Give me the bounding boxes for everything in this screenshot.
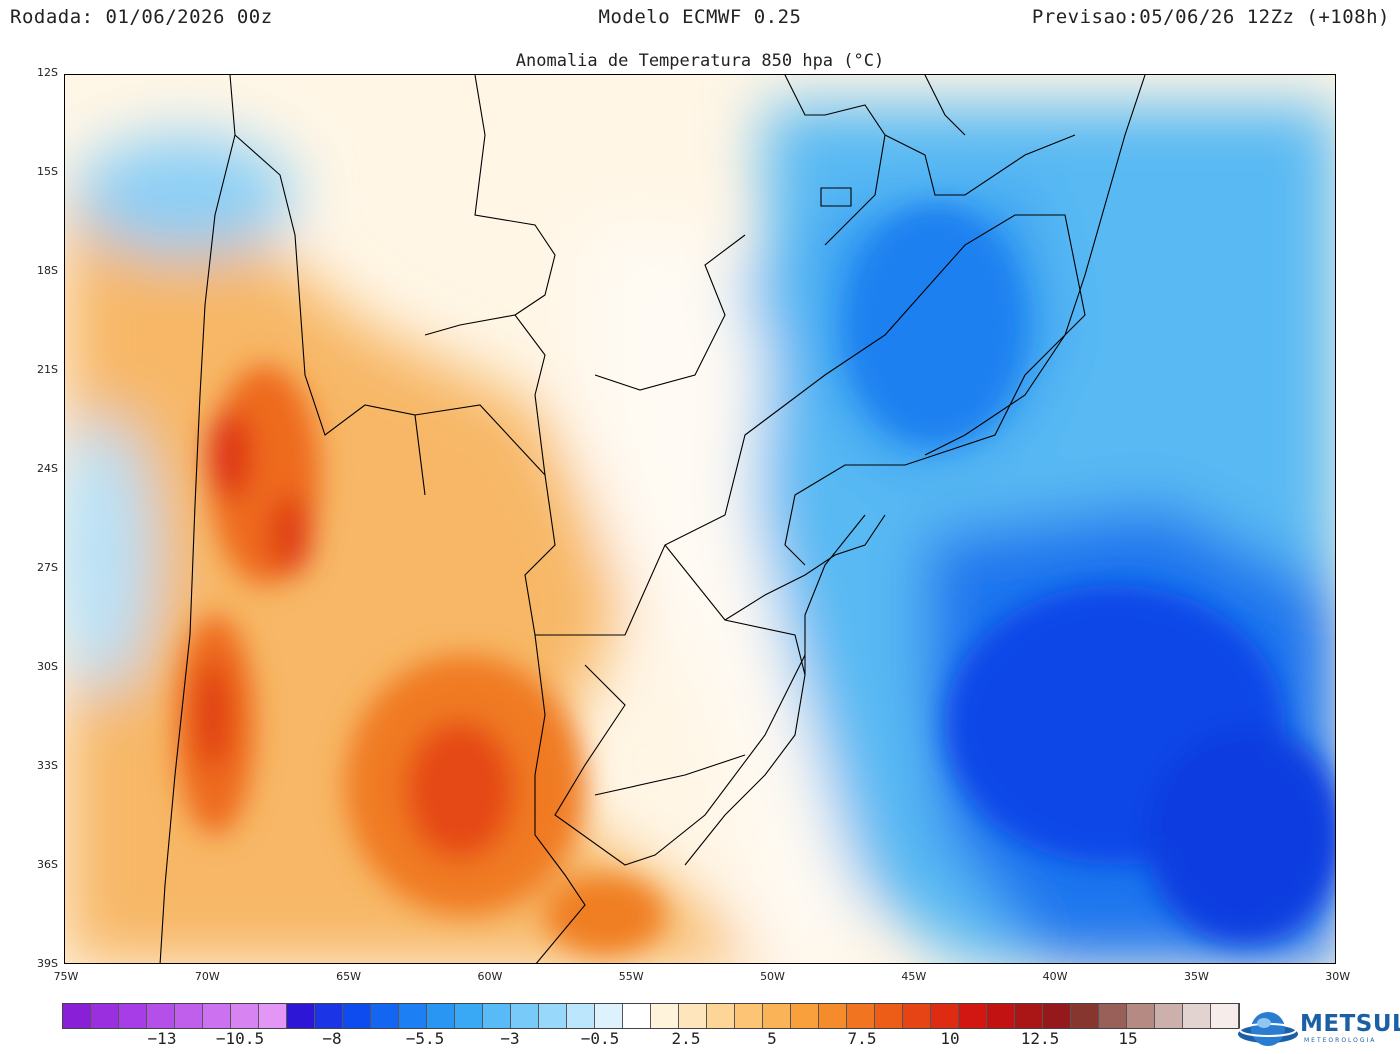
legend-swatch xyxy=(1183,1004,1211,1028)
legend-swatch xyxy=(511,1004,539,1028)
lat-tick-label: 18S xyxy=(37,264,58,277)
legend-swatch xyxy=(259,1004,287,1028)
lat-tick-label: 36S xyxy=(37,858,58,871)
lon-tick-label: 55W xyxy=(618,970,644,983)
lat-tick-label: 30S xyxy=(37,660,58,673)
map-title: Anomalia de Temperatura 850 hpa (°C) xyxy=(515,51,885,71)
lon-tick-label: 30W xyxy=(1325,970,1351,983)
legend-swatch xyxy=(847,1004,875,1028)
legend-swatch xyxy=(959,1004,987,1028)
legend-value-label: −5.5 xyxy=(405,1029,445,1048)
lat-tick-label: 27S xyxy=(37,561,58,574)
legend-swatch xyxy=(287,1004,315,1028)
legend-swatch xyxy=(931,1004,959,1028)
legend-swatch xyxy=(735,1004,763,1028)
legend-swatch xyxy=(455,1004,483,1028)
lat-tick-label: 24S xyxy=(37,462,58,475)
legend-swatch xyxy=(875,1004,903,1028)
legend-swatch xyxy=(1127,1004,1155,1028)
legend-value-label: 2.5 xyxy=(671,1029,701,1048)
lon-tick-label: 35W xyxy=(1183,970,1209,983)
lon-tick-label: 65W xyxy=(336,970,362,983)
lat-tick-label: 33S xyxy=(37,759,58,772)
legend-value-label: 10 xyxy=(940,1029,960,1048)
legend-swatch xyxy=(819,1004,847,1028)
legend-value-label: −10.5 xyxy=(215,1029,265,1048)
run-date-label: Rodada: 01/06/2026 00z xyxy=(10,6,273,28)
legend-swatch xyxy=(63,1004,91,1028)
legend-swatch xyxy=(1211,1004,1239,1028)
legend-swatch xyxy=(567,1004,595,1028)
anomaly-map xyxy=(64,74,1336,964)
color-legend xyxy=(62,1003,1240,1029)
logo-wordmark: METSUL xyxy=(1300,1011,1400,1037)
model-name-label: Modelo ECMWF 0.25 xyxy=(598,6,802,28)
legend-swatch xyxy=(91,1004,119,1028)
legend-swatch xyxy=(203,1004,231,1028)
legend-swatch xyxy=(427,1004,455,1028)
lon-tick-label: 50W xyxy=(760,970,785,983)
legend-value-label: −0.5 xyxy=(580,1029,620,1048)
lon-tick-label: 70W xyxy=(194,970,220,983)
legend-swatch xyxy=(539,1004,567,1028)
legend-swatch xyxy=(1071,1004,1099,1028)
lat-tick-label: 15S xyxy=(37,165,58,178)
legend-swatch xyxy=(987,1004,1015,1028)
legend-swatch xyxy=(315,1004,343,1028)
legend-swatch xyxy=(595,1004,623,1028)
lon-tick-label: 75W xyxy=(53,970,79,983)
legend-swatch xyxy=(119,1004,147,1028)
legend-swatch xyxy=(1043,1004,1071,1028)
lat-tick-label: 21S xyxy=(37,363,58,376)
legend-swatch xyxy=(651,1004,679,1028)
lat-tick-label: 39S xyxy=(37,957,58,970)
legend-value-label: −8 xyxy=(322,1029,342,1048)
legend-value-label: 5 xyxy=(767,1029,777,1048)
legend-swatch xyxy=(175,1004,203,1028)
legend-swatch xyxy=(1015,1004,1043,1028)
metsul-logo: METSUL METEOROLOGIA xyxy=(1234,1008,1400,1050)
legend-value-label: −3 xyxy=(500,1029,520,1048)
logo-subtext: METEOROLOGIA xyxy=(1304,1037,1377,1044)
lat-tick-label: 12S xyxy=(37,66,58,79)
legend-value-label: −13 xyxy=(147,1029,177,1048)
legend-value-label: 15 xyxy=(1118,1029,1138,1048)
lon-tick-label: 60W xyxy=(477,970,503,983)
legend-value-label: 12.5 xyxy=(1020,1029,1060,1048)
anomaly-field xyxy=(65,75,1335,963)
globe-icon xyxy=(1238,1012,1298,1046)
legend-swatch xyxy=(231,1004,259,1028)
legend-swatch xyxy=(371,1004,399,1028)
lon-tick-label: 40W xyxy=(1042,970,1068,983)
legend-swatch xyxy=(903,1004,931,1028)
legend-swatch xyxy=(483,1004,511,1028)
legend-swatch xyxy=(791,1004,819,1028)
forecast-time-label: Previsao:05/06/26 12Zz (+108h) xyxy=(1031,6,1390,28)
legend-swatch xyxy=(623,1004,651,1028)
legend-swatch xyxy=(763,1004,791,1028)
lon-tick-label: 45W xyxy=(901,970,927,983)
legend-swatch xyxy=(1099,1004,1127,1028)
legend-value-label: 7.5 xyxy=(847,1029,877,1048)
legend-swatch xyxy=(399,1004,427,1028)
legend-swatch xyxy=(343,1004,371,1028)
legend-swatch xyxy=(1155,1004,1183,1028)
legend-swatch xyxy=(707,1004,735,1028)
legend-swatch xyxy=(679,1004,707,1028)
legend-swatch xyxy=(147,1004,175,1028)
